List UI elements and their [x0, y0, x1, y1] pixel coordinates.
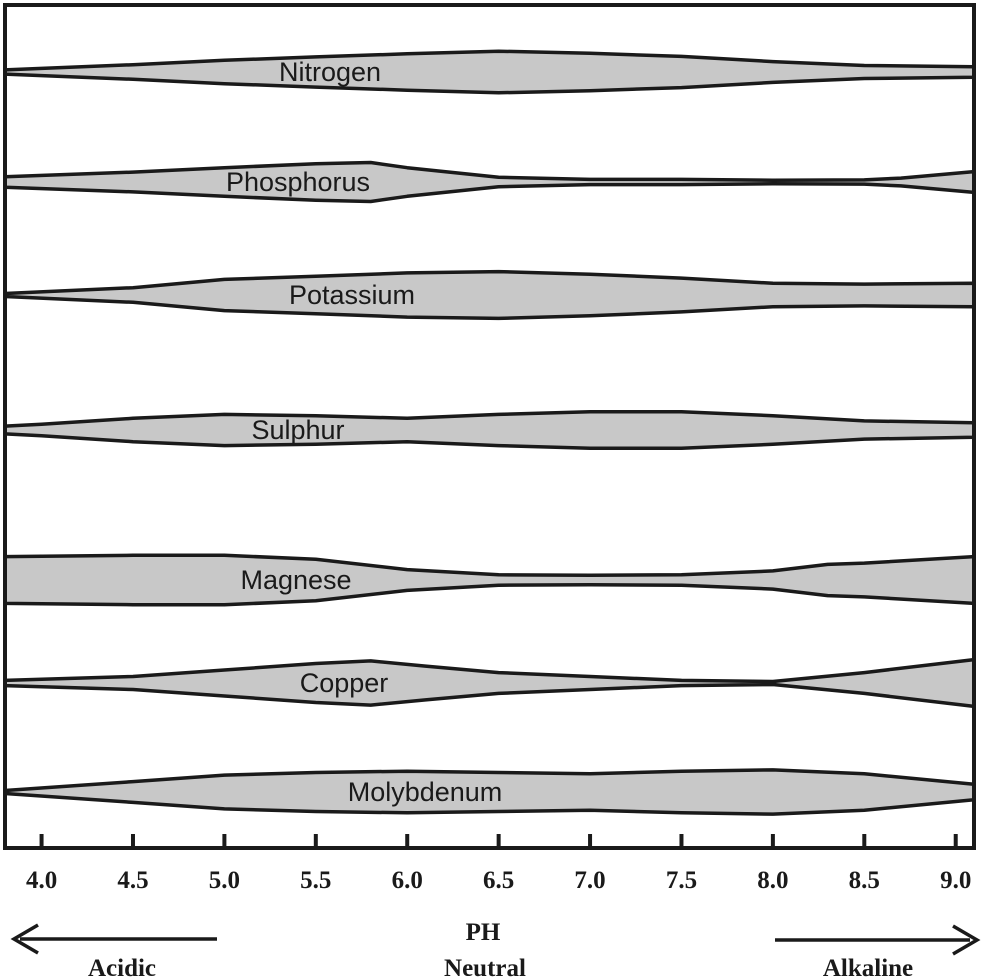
band-potassium [3, 269, 976, 321]
series-label-copper: Copper [300, 668, 389, 698]
neutral-label: Neutral [444, 955, 526, 980]
alkaline-label: Alkaline [823, 955, 913, 980]
series-label-molybdenum: Molybdenum [348, 777, 503, 807]
x-tick-label: 7.0 [574, 867, 605, 894]
acidic-arrow [10, 923, 217, 955]
series-label-nitrogen: Nitrogen [279, 57, 381, 87]
x-tick-label: 8.5 [849, 867, 880, 894]
x-tick-label: 5.0 [209, 867, 240, 894]
band-phosphorus [3, 160, 976, 204]
x-tick-label: 6.5 [483, 867, 514, 894]
x-tick-label: 4.0 [26, 867, 57, 894]
series-label-sulphur: Sulphur [251, 415, 344, 445]
band-copper [3, 657, 976, 709]
acidic-label: Acidic [88, 955, 156, 980]
x-tick-label: 6.0 [392, 867, 423, 894]
x-tick-label: 4.5 [117, 867, 148, 894]
plot-frame [3, 3, 976, 850]
alkaline-arrow [775, 924, 981, 956]
series-label-magnese: Magnese [240, 565, 351, 595]
x-tick-label: 9.0 [940, 867, 971, 894]
x-tick-label: 5.5 [300, 867, 331, 894]
x-tick-label: 7.5 [666, 867, 697, 894]
series-label-phosphorus: Phosphorus [226, 167, 370, 197]
band-magnese [3, 553, 976, 607]
x-axis-label: PH [466, 919, 501, 946]
series-label-potassium: Potassium [289, 280, 415, 310]
band-sulphur [3, 410, 976, 450]
x-tick-label: 8.0 [757, 867, 788, 894]
band-nitrogen [3, 49, 976, 95]
